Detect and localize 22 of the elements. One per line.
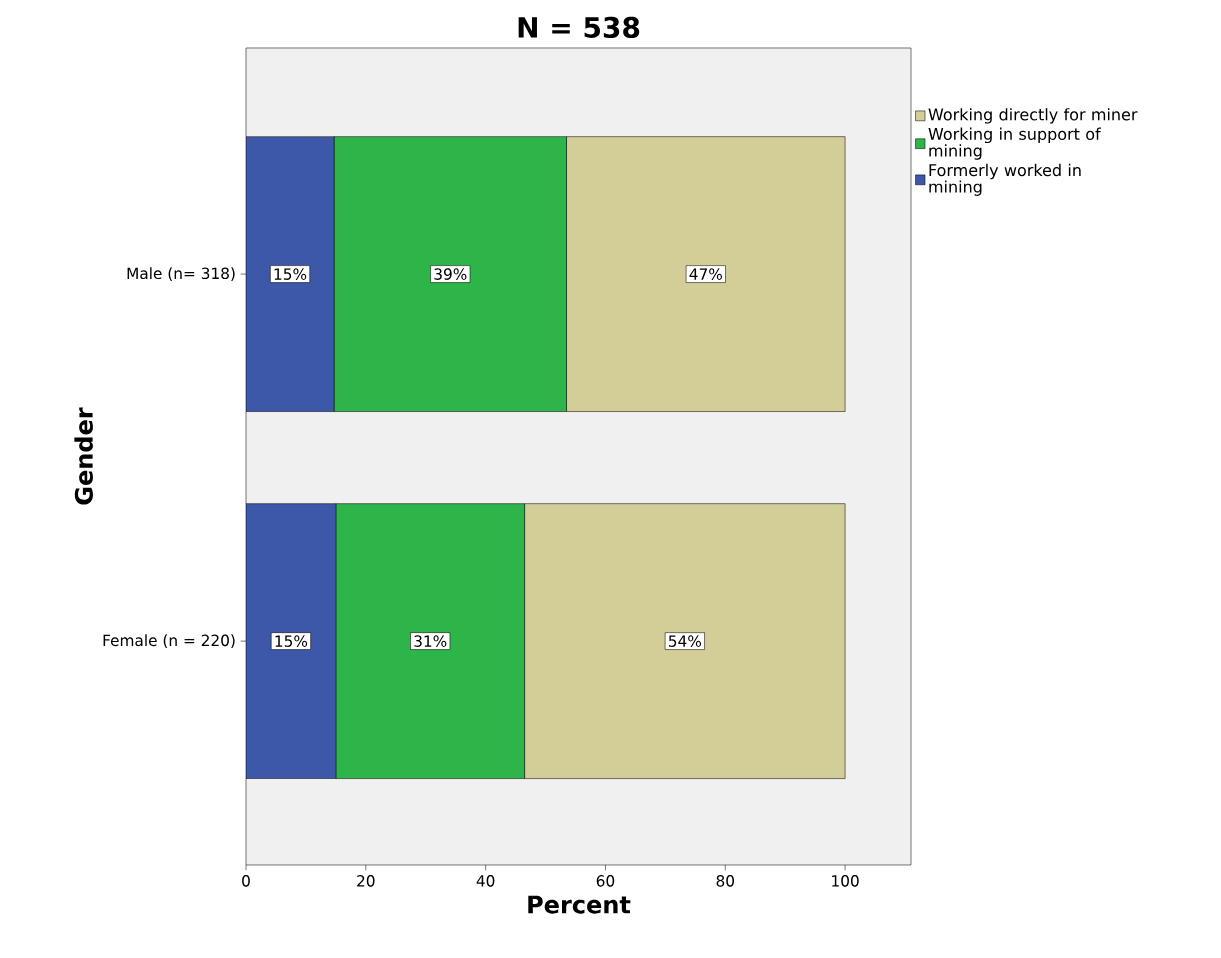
x-axis-title: Percent xyxy=(528,895,631,914)
legend-label: Formerly worked in mining xyxy=(929,163,1081,196)
y-axis-title: Gender xyxy=(74,407,93,505)
y-tick-label: Female (n = 220) xyxy=(103,634,235,648)
bar xyxy=(246,136,335,412)
data-label: 31% xyxy=(414,635,447,647)
x-tick-label: 60 xyxy=(596,875,615,887)
legend-label: Working directly for miner xyxy=(928,108,1138,124)
y-tick-label: Male (n= 318) xyxy=(127,267,235,281)
chart-title: N = 538 xyxy=(518,16,640,38)
data-label: 15% xyxy=(274,268,307,280)
bar xyxy=(246,503,337,779)
data-label: 39% xyxy=(434,268,467,280)
x-tick-label: 80 xyxy=(716,875,735,887)
data-label: 54% xyxy=(669,635,702,647)
data-label: 15% xyxy=(275,635,308,647)
legend-label: Working in support of mining xyxy=(928,127,1101,160)
x-tick-label: 100 xyxy=(832,875,859,887)
x-tick-label: 20 xyxy=(357,875,375,887)
data-label: 47% xyxy=(689,268,722,280)
x-tick-label: 40 xyxy=(476,875,495,887)
x-tick-label: 0 xyxy=(242,875,250,887)
